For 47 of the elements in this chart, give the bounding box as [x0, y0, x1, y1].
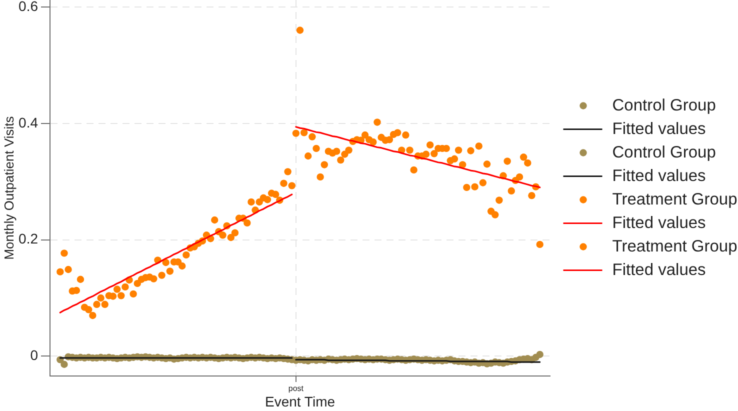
- legend-label: Fitted values: [612, 260, 706, 279]
- x-axis-title: Event Time: [264, 393, 336, 410]
- point: [72, 286, 80, 294]
- legend-label: Treatment Group: [612, 237, 738, 256]
- legend-label: Fitted values: [612, 120, 706, 138]
- legend-label: Fitted values: [612, 214, 706, 232]
- y-axis-title: Monthly Outpatient Visits: [1, 116, 16, 260]
- point: [231, 229, 239, 236]
- point: [60, 360, 68, 368]
- point: [284, 168, 292, 176]
- point: [60, 250, 68, 257]
- point: [150, 275, 158, 282]
- y-tick-label: 0.2: [18, 230, 38, 247]
- point: [93, 300, 100, 308]
- point: [264, 196, 272, 204]
- legend-label: Treatment Group: [612, 190, 738, 208]
- point: [85, 306, 92, 314]
- y-tick-label: 0: [30, 347, 38, 364]
- point: [122, 283, 129, 291]
- point: [272, 190, 280, 198]
- point: [178, 262, 186, 270]
- point: [101, 300, 108, 308]
- point: [182, 251, 190, 259]
- y-tick-label: 0.4: [18, 114, 38, 130]
- point: [118, 292, 125, 300]
- y-tick-label: 0.6: [18, 0, 38, 14]
- point: [56, 268, 64, 276]
- legend-label: Fitted values: [612, 166, 706, 185]
- point: [248, 198, 255, 206]
- point: [97, 294, 104, 302]
- legend-label: Control Group: [612, 143, 716, 162]
- legend-label: Control Group: [612, 96, 716, 114]
- point: [113, 286, 121, 293]
- point: [211, 216, 218, 224]
- point: [227, 234, 234, 242]
- point: [162, 258, 170, 266]
- point: [244, 219, 251, 227]
- point: [288, 182, 296, 190]
- point: [166, 268, 174, 275]
- point: [158, 272, 166, 279]
- point: [89, 312, 96, 320]
- point: [130, 290, 137, 298]
- point: [280, 180, 288, 187]
- point: [219, 232, 226, 239]
- point: [76, 276, 84, 283]
- x-tick-label: post: [288, 384, 304, 394]
- point: [64, 266, 72, 274]
